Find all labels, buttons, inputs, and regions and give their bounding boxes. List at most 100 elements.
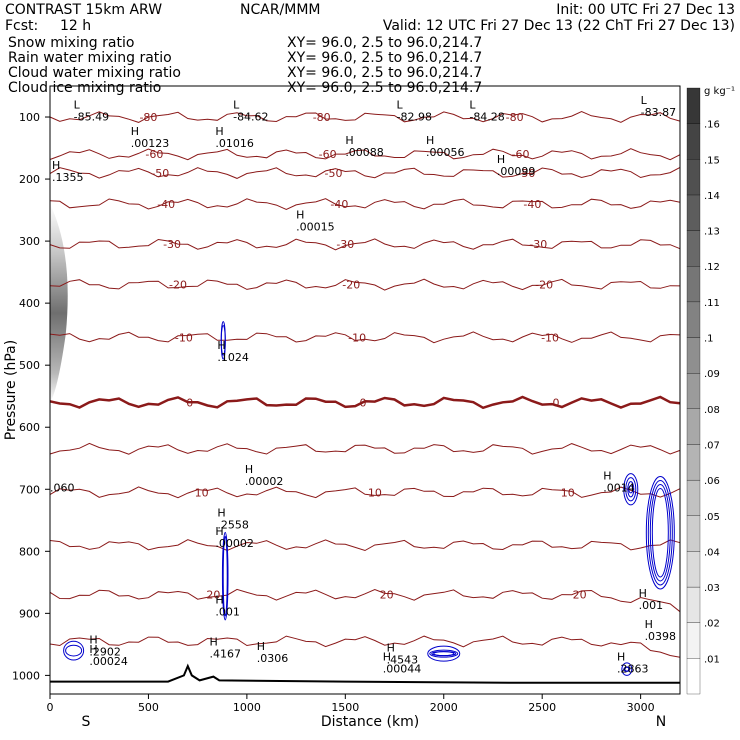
ice-shading xyxy=(50,203,68,403)
extremum-marker: H xyxy=(215,593,223,606)
contour-label: -50 xyxy=(325,167,343,180)
colorbar-swatch xyxy=(686,123,701,160)
extremum-value: .00056 xyxy=(426,146,465,159)
x-axis-label: Distance (km) xyxy=(321,714,419,730)
contour-label: -80 xyxy=(313,111,331,124)
extremum-marker: H xyxy=(383,650,391,663)
contour-label: -50 xyxy=(151,167,169,180)
extremum-value: .2863 xyxy=(617,662,649,675)
cloud-water-contour xyxy=(427,645,461,662)
cloud-water-contours xyxy=(63,321,675,676)
cloud-water-contour xyxy=(221,531,229,621)
x-tick-label: 2000 xyxy=(430,701,458,714)
extremum-marker: H xyxy=(215,525,223,538)
field-snow-name: Snow mixing ratio xyxy=(8,35,134,51)
extremum-value: -83.87 xyxy=(641,106,676,119)
temperature-contour xyxy=(49,395,681,410)
contour-label: -40 xyxy=(157,198,175,211)
temperature-contour xyxy=(49,331,681,344)
terrain-profile xyxy=(50,663,680,684)
contour-label: 20 xyxy=(380,589,394,602)
extremum-value: .00044 xyxy=(383,662,422,675)
cloud-water-contour xyxy=(647,479,673,586)
colorbar-label: .12 xyxy=(704,262,720,273)
contour-label: 20 xyxy=(573,589,587,602)
temperature-contours: -80 -80 -80 -60 -60 -60 -50 -50 -50 -40 -40 -40 -30 -… xyxy=(49,110,681,658)
contour-label: 20 xyxy=(206,589,220,602)
extremum-marker: H xyxy=(52,159,60,172)
field-snow-xy: XY= 96.0, 2.5 to 96.0,214.7 xyxy=(287,35,482,51)
extremum-value: .00123 xyxy=(131,137,170,150)
ice-shading-area xyxy=(50,203,68,403)
extremum-value: .00024 xyxy=(89,655,128,668)
extremum-marker: H xyxy=(89,643,97,656)
init-time: Init: 00 UTC Fri 27 Dec 13 xyxy=(556,2,735,18)
extremum-marker: H xyxy=(387,642,395,655)
cloud-water-contour xyxy=(623,473,639,506)
y-tick-label: 500 xyxy=(19,359,40,372)
y-tick-label: 700 xyxy=(19,483,40,496)
extremum-marker: H xyxy=(217,506,225,519)
y-axis-label: Pressure (hPa) xyxy=(3,340,19,440)
extremum-marker: L xyxy=(397,98,404,111)
extremum-marker: L xyxy=(74,98,81,111)
colorbar-swatch xyxy=(686,87,701,124)
colorbar-label: .04 xyxy=(704,547,720,558)
fcst-value: 12 h xyxy=(60,18,91,34)
colorbar-label: .11 xyxy=(704,298,720,309)
x-tick-label: 1000 xyxy=(233,701,261,714)
contour-label: -10 xyxy=(541,331,559,344)
contour-label: -20 xyxy=(169,279,187,292)
contour-label: -60 xyxy=(319,148,337,161)
extremum-value: .2902 xyxy=(89,646,121,659)
colorbar-swatch xyxy=(686,159,701,196)
y-tick-label: 800 xyxy=(19,545,40,558)
contour-label: 0 xyxy=(360,396,367,409)
colorbar-label: .1 xyxy=(704,334,714,345)
x-tick-label: 1500 xyxy=(331,701,359,714)
temperature-contour xyxy=(49,442,681,455)
extremum-value: .01016 xyxy=(215,137,254,150)
y-axis: 100 200 300 400 500 600 700 800 900 1000 xyxy=(12,111,50,682)
extremum-value: .001 xyxy=(639,599,664,612)
colorbar-swatch xyxy=(686,586,701,623)
colorbar-swatch xyxy=(686,658,701,695)
extremum-marker: H xyxy=(245,463,253,476)
contour-label: -80 xyxy=(139,111,157,124)
cloud-water-contour xyxy=(222,535,228,617)
extremum-marker: L xyxy=(233,98,240,111)
colorbar-label: .13 xyxy=(704,227,720,238)
y-tick-label: 100 xyxy=(19,111,40,124)
cloud-water-contour xyxy=(433,651,455,657)
field-ice-xy: XY= 96.0, 2.5 to 96.0,214.7 xyxy=(287,80,482,96)
extremum-value: .0014 xyxy=(603,481,635,494)
contour-label: 10 xyxy=(368,486,382,499)
temperature-contour xyxy=(49,278,681,291)
colorbar-label: .02 xyxy=(704,619,720,630)
extremum-marker: L xyxy=(641,94,648,107)
contour-label: -10 xyxy=(175,331,193,344)
plot-frame xyxy=(49,85,681,695)
contour-label: -60 xyxy=(145,148,163,161)
cloud-water-contour xyxy=(65,644,83,657)
valid-time: Valid: 12 UTC Fri 27 Dec 13 (22 ChT Fri … xyxy=(383,18,735,34)
extremum-marker: H xyxy=(639,587,647,600)
colorbar-swatch xyxy=(686,194,701,231)
extremum-marker: H xyxy=(426,134,434,147)
extremum-marker: H xyxy=(345,134,353,147)
extremum-value: -84.28 xyxy=(469,110,504,123)
colorbar-label: .07 xyxy=(704,440,720,451)
contour-label: -60 xyxy=(512,148,530,161)
extremum-value: -84.62 xyxy=(233,110,268,123)
temperature-contour xyxy=(49,198,681,211)
extremum-value: .1024 xyxy=(217,351,249,364)
terrain-line xyxy=(50,663,680,684)
cloud-water-contour xyxy=(628,485,634,494)
colorbar-unit: g kg⁻¹ xyxy=(704,86,735,97)
y-tick-label: 400 xyxy=(19,297,40,310)
fcst-label: Fcst: xyxy=(5,18,38,34)
center-label: NCAR/MMM xyxy=(240,2,321,18)
colorbar-swatch xyxy=(686,408,701,445)
colorbar-swatch xyxy=(686,622,701,659)
extremum-marker: H xyxy=(131,125,139,138)
